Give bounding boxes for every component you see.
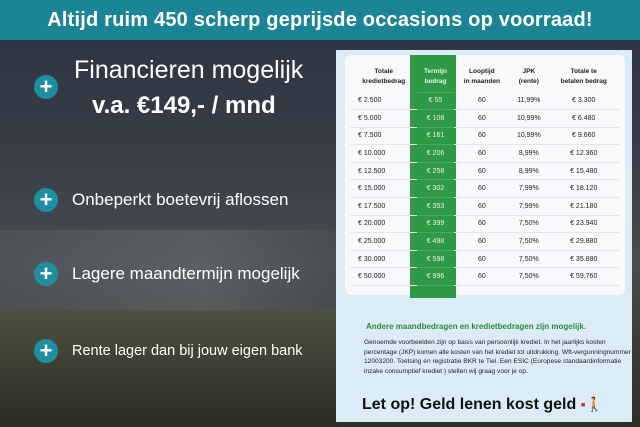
column-header: Termijn bedrag xyxy=(417,62,454,93)
table-cell: € 206 xyxy=(417,144,454,163)
loan-table: Totale kredietbedrag Termijn bedrag Looptijd… xyxy=(350,62,620,287)
column-header: Looptijd in maanden xyxy=(454,62,511,92)
table-cell: 60 xyxy=(453,109,511,128)
table-cell: € 161 xyxy=(417,127,454,146)
table-cell: € 50.000 xyxy=(350,267,418,287)
table-row: € 5.000 € 108 60 10,99% € 6.480 xyxy=(350,109,620,128)
table-cell: € 35.880 xyxy=(547,250,620,269)
warning-text: Let op! Geld lenen kost geld ▪🚶 xyxy=(362,396,603,414)
table-cell: 60 xyxy=(453,144,511,163)
table-cell: € 12.360 xyxy=(547,144,620,163)
header-line: Termijn xyxy=(423,68,447,75)
table-row: € 17.500 € 353 60 7,99% € 21.180 xyxy=(350,197,620,216)
table-row: € 12.500 € 258 60 8,99% € 15.480 xyxy=(350,162,620,181)
price-from: v.a. €149,- / mnd xyxy=(92,92,276,119)
table-cell: 7,50% xyxy=(510,250,548,269)
plus-icon: + xyxy=(34,188,58,212)
table-cell: 60 xyxy=(453,127,511,146)
note-heading: Andere maandbedragen en kredietbedragen … xyxy=(366,322,587,331)
header-line: betalen bedrag xyxy=(560,78,607,85)
table-cell: 60 xyxy=(453,197,511,216)
table-cell: € 7.500 xyxy=(350,127,418,146)
table-cell: 60 xyxy=(453,267,511,287)
table-cell: € 302 xyxy=(417,179,454,199)
table-cell: € 21.180 xyxy=(547,197,620,216)
table-row: € 7.500 € 161 60 10,99% € 9.660 xyxy=(350,127,620,146)
disclaimer-text: Genoemde voorbeelden zijn op basis van p… xyxy=(364,339,631,375)
table-cell: € 9.660 xyxy=(547,127,620,146)
table-cell: 60 xyxy=(453,250,511,269)
table-cell: 60 xyxy=(453,215,511,234)
header-line: kredietbedrag xyxy=(362,78,406,85)
table-cell: 7,50% xyxy=(510,267,548,287)
table-cell: 7,50% xyxy=(510,232,548,251)
table-cell: 60 xyxy=(453,162,511,181)
plus-icon: + xyxy=(34,262,58,286)
table-cell: € 108 xyxy=(417,109,454,128)
table-cell: 7,99% xyxy=(510,179,548,199)
column-header: Totale kredietbedrag xyxy=(350,62,417,92)
table-cell: € 12.500 xyxy=(350,162,418,181)
warning-label: Let op! Geld lenen kost geld xyxy=(362,396,577,413)
background-ground xyxy=(0,310,340,427)
table-cell: 8,99% xyxy=(510,144,548,163)
table-row: € 15.000 € 302 60 7,99% € 18.120 xyxy=(350,179,620,199)
table-cell: € 996 xyxy=(417,267,454,287)
table-cell: € 30.000 xyxy=(350,250,418,269)
table-row: € 20.000 € 399 60 7,50% € 23.940 xyxy=(350,215,620,234)
table-cell: € 598 xyxy=(417,250,454,269)
table-cell: 60 xyxy=(453,232,511,251)
bullet-text: Lagere maandtermijn mogelijk xyxy=(72,264,300,283)
table-cell: € 20.000 xyxy=(350,215,418,234)
table-cell: € 3.300 xyxy=(547,92,620,111)
table-cell: € 15.480 xyxy=(547,162,620,181)
table-cell: € 59.760 xyxy=(547,267,620,287)
table-cell: € 258 xyxy=(417,162,454,181)
table-row: € 2.500 € 55 60 11,99% € 3.300 xyxy=(350,92,620,111)
table-cell: 10,99% xyxy=(510,109,548,128)
top-banner: Altijd ruim 450 scherp geprijsde occasio… xyxy=(0,0,640,40)
header-line: Totale xyxy=(374,68,394,76)
table-cell: 8,99% xyxy=(510,162,548,181)
table-cell: 11,99% xyxy=(510,92,548,111)
header-line: in maanden xyxy=(463,78,500,85)
walking-person-icon: ▪🚶 xyxy=(580,396,604,412)
table-cell: € 18.120 xyxy=(547,179,620,199)
table-cell: € 17.500 xyxy=(350,197,418,216)
table-cell: € 29.880 xyxy=(547,232,620,251)
financing-heading: Financieren mogelijk xyxy=(74,56,304,84)
header-line: JPK xyxy=(522,68,536,76)
table-cell: € 2.500 xyxy=(350,92,418,111)
column-header: JPK (rente) xyxy=(510,62,547,92)
header-line: bedrag xyxy=(424,77,447,85)
header-line: Totale te xyxy=(570,68,597,76)
table-cell: € 6.480 xyxy=(547,109,620,128)
header-line: (rente) xyxy=(518,78,539,85)
table-cell: € 399 xyxy=(417,215,454,234)
table-cell: 7,99% xyxy=(510,197,548,216)
table-row: € 50.000 € 996 60 7,50% € 59.760 xyxy=(350,267,620,287)
table-row: € 25.000 € 498 60 7,50% € 29.880 xyxy=(350,232,620,251)
table-cell: € 353 xyxy=(417,197,454,216)
table-cell: 10,99% xyxy=(510,127,548,146)
column-header: Totale te betalen bedrag xyxy=(547,62,620,92)
table-cell: 60 xyxy=(453,179,511,199)
plus-icon: + xyxy=(34,75,58,99)
table-cell: € 23.940 xyxy=(547,215,620,234)
table-cell: € 15.000 xyxy=(350,179,418,199)
bullet-text: Onbeperkt boetevrij aflossen xyxy=(72,190,289,209)
table-row: € 30.000 € 598 60 7,50% € 35.880 xyxy=(350,250,620,269)
bullet-text: Rente lager dan bij jouw eigen bank xyxy=(72,343,303,359)
table-cell: € 55 xyxy=(417,92,454,111)
table-cell: € 5.000 xyxy=(350,109,418,128)
table-cell: 7,50% xyxy=(510,215,548,234)
table-cell: € 10.000 xyxy=(350,144,418,163)
plus-icon: + xyxy=(34,339,58,363)
table-cell: € 25.000 xyxy=(350,232,418,251)
table-cell: € 498 xyxy=(417,232,454,251)
table-row: € 10.000 € 206 60 8,99% € 12.360 xyxy=(350,144,620,163)
header-line: Looptijd xyxy=(469,68,495,76)
table-cell: 60 xyxy=(453,92,511,111)
